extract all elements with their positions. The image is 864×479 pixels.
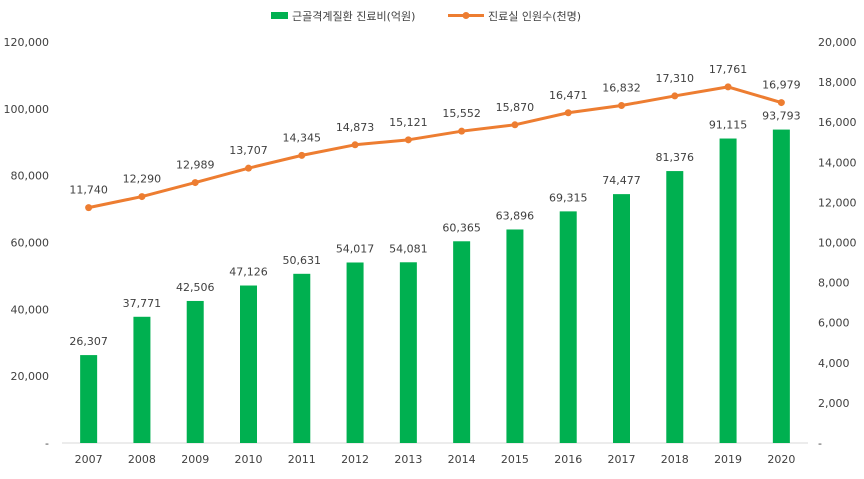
y-left-tick-label: 20,000 — [11, 370, 50, 383]
y-right-tick-label: 18,000 — [818, 76, 857, 89]
line-data-label: 13,707 — [229, 144, 268, 157]
bar — [186, 300, 204, 443]
line-point — [777, 99, 785, 107]
line-data-label: 17,761 — [709, 63, 748, 76]
line-data-label: 16,979 — [762, 79, 801, 92]
bar — [666, 171, 684, 443]
y-right-tick-label: 10,000 — [818, 237, 857, 250]
bar-data-label: 37,771 — [123, 297, 162, 310]
x-tick-label: 2019 — [714, 453, 742, 466]
line-point — [564, 109, 572, 117]
bar — [559, 211, 577, 443]
line-data-label: 11,740 — [69, 184, 108, 197]
legend-line-marker — [462, 12, 470, 19]
y-right-tick-label: 2,000 — [818, 397, 850, 410]
line-data-label: 15,552 — [442, 107, 481, 120]
line-point — [404, 136, 412, 144]
bar — [453, 241, 471, 443]
bar — [346, 262, 364, 443]
y-right-tick-label: 8,000 — [818, 277, 850, 290]
line-data-label: 15,870 — [496, 101, 535, 114]
line-series — [88, 85, 782, 210]
bar — [240, 285, 257, 443]
bar-data-label: 47,126 — [229, 266, 268, 279]
line-data-label: 12,989 — [176, 159, 215, 172]
bar-data-label: 81,376 — [656, 151, 695, 164]
bar-data-label: 42,506 — [176, 281, 215, 294]
bar — [80, 355, 98, 443]
bar — [613, 194, 630, 443]
bar-data-label: 50,631 — [283, 254, 322, 267]
x-tick-label: 2020 — [767, 453, 795, 466]
line-data-label: 17,310 — [656, 72, 695, 85]
x-tick-label: 2014 — [448, 453, 476, 466]
x-tick-label: 2008 — [128, 453, 156, 466]
y-left-tick-label: 80,000 — [11, 170, 50, 183]
bar — [772, 129, 790, 443]
y-left-tick-label: - — [45, 437, 49, 450]
y-right-tick-label: 20,000 — [818, 36, 857, 49]
x-tick-label: 2012 — [341, 453, 369, 466]
x-tick-label: 2011 — [288, 453, 316, 466]
bar-data-label: 54,017 — [336, 242, 375, 255]
x-tick-label: 2007 — [75, 453, 103, 466]
line-data-label: 16,471 — [549, 89, 588, 102]
line-point — [724, 83, 732, 91]
x-tick-label: 2017 — [608, 453, 636, 466]
legend-line-label: 진료실 인원수(천명) — [488, 9, 581, 23]
bar — [133, 316, 151, 443]
y-right-tick-label: 14,000 — [818, 156, 857, 169]
bar-data-label: 60,365 — [442, 221, 481, 234]
line-point — [85, 204, 93, 212]
bar — [506, 229, 524, 443]
line-data-label: 15,121 — [389, 116, 428, 129]
bar — [719, 138, 737, 443]
bar-data-label: 93,793 — [762, 110, 801, 123]
y-right-tick-label: 6,000 — [818, 317, 850, 330]
legend-bar-swatch — [271, 12, 288, 19]
line-data-label: 16,832 — [602, 82, 641, 95]
y-right-tick-label: - — [818, 437, 822, 450]
bar-data-label: 91,115 — [709, 119, 748, 132]
bar-data-label: 69,315 — [549, 191, 588, 204]
y-left-tick-label: 60,000 — [11, 237, 50, 250]
bar-data-label: 63,896 — [496, 209, 535, 222]
x-tick-label: 2010 — [235, 453, 263, 466]
legend-bar-label: 근골격계질환 진료비(억원) — [292, 10, 415, 23]
line-point — [351, 141, 359, 149]
bar-data-label: 26,307 — [69, 335, 108, 348]
line-point — [458, 127, 466, 135]
bar — [399, 262, 417, 443]
line-data-label: 12,290 — [123, 173, 162, 186]
bar-data-label: 74,477 — [602, 174, 641, 187]
line-point — [245, 164, 252, 172]
x-tick-label: 2009 — [181, 453, 209, 466]
y-right-tick-label: 4,000 — [818, 357, 850, 370]
line-data-label: 14,345 — [283, 131, 322, 144]
y-right-tick-label: 16,000 — [818, 116, 857, 129]
y-left-tick-label: 100,000 — [4, 103, 50, 116]
line-point — [138, 193, 146, 201]
line-point — [671, 92, 679, 100]
y-left-tick-label: 40,000 — [11, 303, 50, 316]
line-data-label: 14,873 — [336, 121, 375, 134]
line-point — [191, 179, 199, 187]
y-right-tick-label: 12,000 — [818, 196, 857, 209]
line-point — [618, 102, 625, 110]
x-tick-label: 2016 — [554, 453, 582, 466]
x-tick-label: 2015 — [501, 453, 529, 466]
x-tick-label: 2013 — [394, 453, 422, 466]
x-tick-label: 2018 — [661, 453, 689, 466]
line-point — [298, 151, 306, 159]
y-left-tick-label: 120,000 — [4, 36, 50, 49]
line-point — [511, 121, 519, 129]
bar-data-label: 54,081 — [389, 242, 428, 255]
bar — [293, 273, 311, 443]
